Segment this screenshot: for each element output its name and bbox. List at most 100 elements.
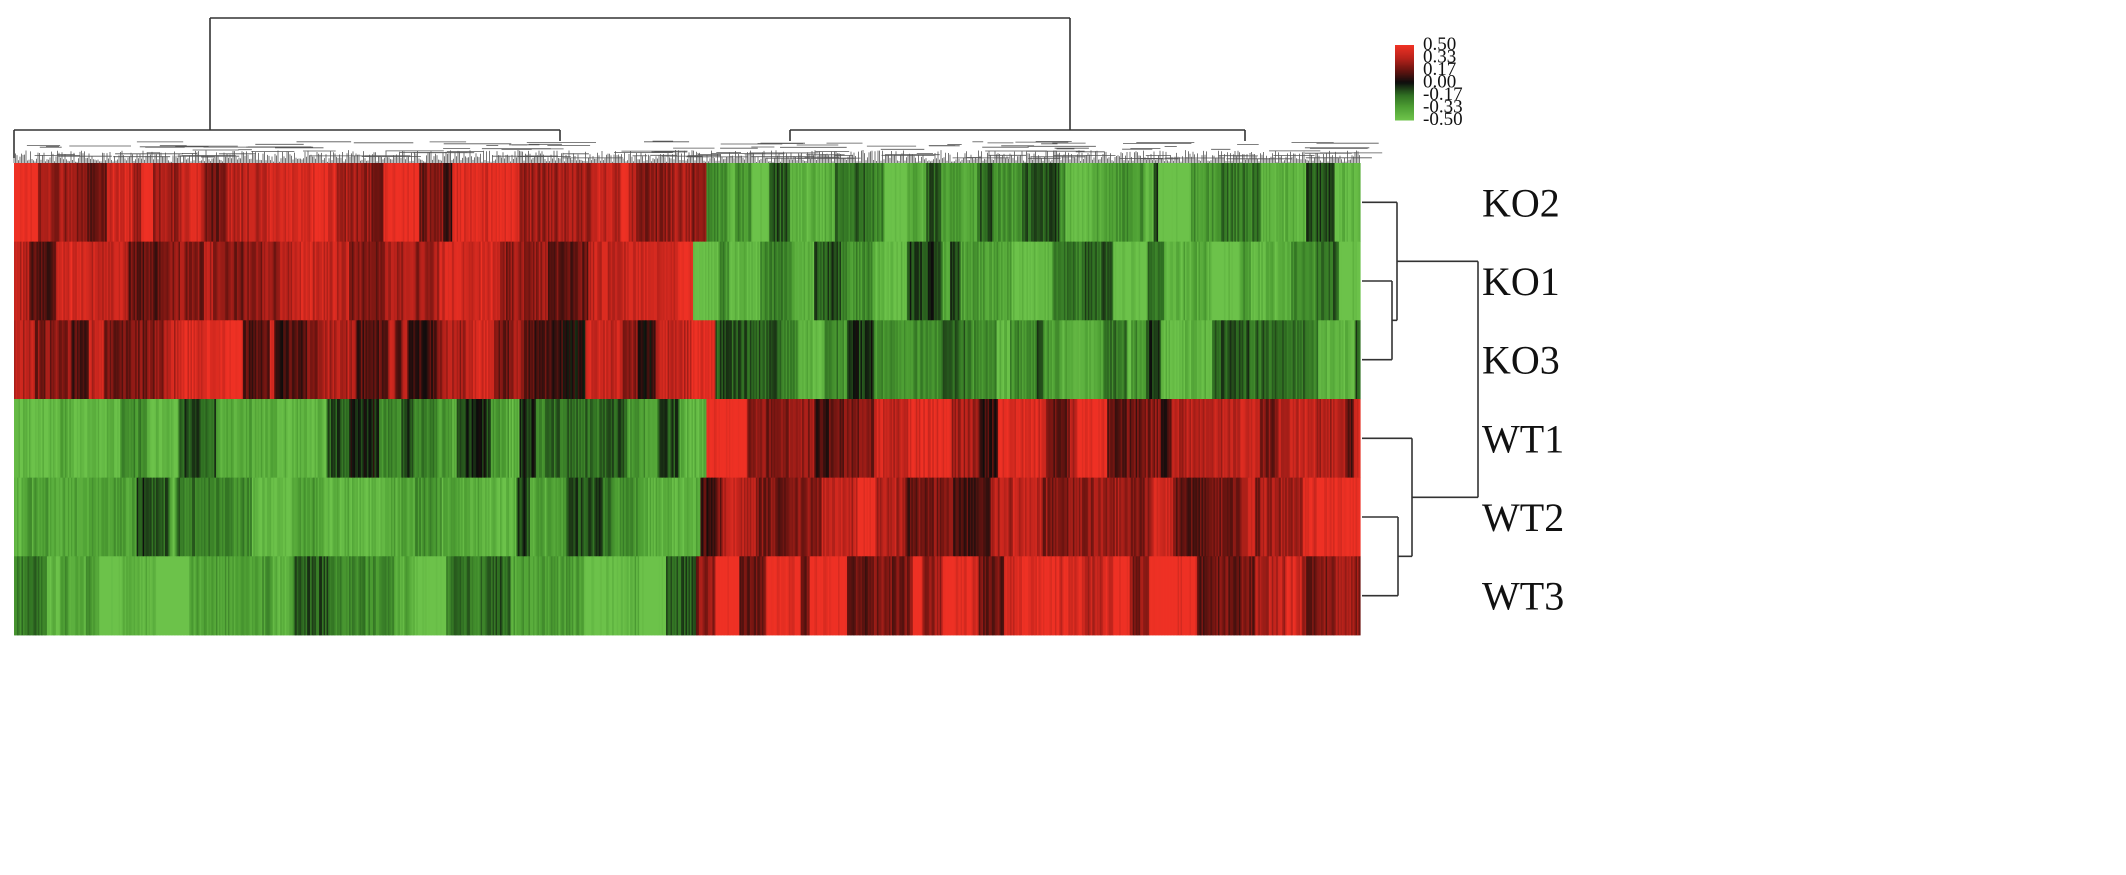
heatmap-cell [292, 477, 295, 557]
heatmap-cell [980, 163, 983, 243]
heatmap-cell [1141, 320, 1144, 400]
heatmap-cell [996, 163, 999, 243]
heatmap-cell [1213, 241, 1216, 321]
heatmap-cell [896, 320, 899, 400]
heatmap-cell [636, 399, 639, 479]
heatmap-cell [996, 241, 999, 321]
heatmap-cell [1274, 320, 1277, 400]
heatmap-cell [1358, 399, 1361, 479]
heatmap-cell [1291, 163, 1294, 243]
heatmap-cell [681, 320, 684, 400]
heatmap-cell [1182, 320, 1185, 400]
heatmap-cell [486, 163, 489, 243]
heatmap-cell [115, 320, 118, 400]
heatmap-cell [114, 320, 117, 400]
heatmap-cell [826, 163, 829, 243]
heatmap-cell [298, 477, 301, 557]
heatmap-cell [428, 241, 431, 321]
heatmap-cell [271, 163, 274, 243]
heatmap-cell [299, 320, 302, 400]
heatmap-cell [461, 163, 464, 243]
heatmap-cell [96, 320, 99, 400]
heatmap-cell [826, 241, 829, 321]
heatmap-cell [280, 399, 283, 479]
heatmap-cell [58, 477, 61, 557]
heatmap-cell [850, 163, 853, 243]
heatmap-cell [118, 399, 121, 479]
heatmap-cell [42, 163, 45, 243]
heatmap-cell [824, 241, 827, 321]
heatmap-cell [634, 399, 637, 479]
heatmap-cell [667, 399, 670, 479]
heatmap-cell [1120, 320, 1123, 400]
heatmap-cell [369, 399, 373, 479]
heatmap-cell [1072, 399, 1075, 479]
heatmap-cell [853, 399, 856, 479]
heatmap-cell [990, 320, 993, 400]
heatmap-cell [767, 320, 770, 400]
heatmap-cell [93, 163, 96, 243]
heatmap-cell [830, 399, 833, 479]
heatmap-cell [642, 241, 645, 321]
heatmap-cell [1202, 399, 1206, 479]
heatmap-cell [1149, 320, 1152, 400]
heatmap-cell [974, 399, 977, 479]
heatmap-cell [1249, 241, 1252, 321]
heatmap-cell [520, 320, 524, 400]
heatmap-cell [927, 320, 930, 400]
heatmap-cell [37, 241, 41, 321]
heatmap-cell [1211, 399, 1215, 479]
heatmap-cell [455, 163, 458, 243]
heatmap-cell [1075, 241, 1078, 321]
heatmap-cell [220, 399, 223, 479]
heatmap-cell [332, 477, 335, 557]
heatmap-cell [1231, 163, 1234, 243]
heatmap-cell [399, 163, 402, 243]
heatmap-cell [957, 241, 960, 321]
heatmap-cell [872, 163, 875, 243]
heatmap-cell [987, 399, 990, 479]
heatmap-cell [923, 241, 926, 321]
heatmap-cell [307, 163, 310, 243]
heatmap-cell [163, 320, 166, 400]
heatmap-cell [1306, 163, 1309, 243]
heatmap-cell [1032, 399, 1035, 479]
heatmap-cell [1261, 163, 1264, 243]
heatmap-cell [489, 241, 492, 321]
heatmap-cell [49, 399, 52, 479]
heatmap-cell [390, 241, 393, 321]
heatmap-cell [866, 399, 869, 479]
heatmap-cell [1307, 320, 1310, 400]
heatmap-cell [1177, 320, 1180, 400]
heatmap-cell [876, 163, 880, 243]
heatmap-cell [166, 241, 169, 321]
heatmap-cell [652, 320, 655, 400]
heatmap-cell [209, 399, 213, 479]
heatmap-cell [1288, 320, 1291, 400]
heatmap-cell [236, 163, 239, 243]
heatmap-cell [371, 399, 374, 479]
heatmap-cell [607, 241, 610, 321]
heatmap-cell [996, 320, 999, 400]
heatmap-cell [1143, 399, 1146, 479]
heatmap-cell [995, 241, 998, 321]
heatmap-cell [78, 163, 81, 243]
heatmap-cell [483, 163, 486, 243]
heatmap-cell [640, 163, 643, 243]
heatmap-cell [40, 477, 44, 557]
heatmap-cell [684, 241, 687, 321]
heatmap-cell [343, 399, 346, 479]
heatmap-cell [1129, 320, 1132, 400]
heatmap-cell [1129, 241, 1132, 321]
heatmap-cell [1348, 241, 1351, 321]
heatmap-cell [308, 477, 311, 557]
heatmap-cell [1300, 241, 1303, 321]
heatmap-cell [341, 399, 344, 479]
heatmap-cell [1011, 163, 1014, 243]
heatmap-cell [1149, 241, 1152, 321]
heatmap-cell [531, 241, 534, 321]
heatmap-cell [130, 477, 133, 557]
heatmap-cell [733, 399, 736, 479]
heatmap-cell [202, 320, 205, 400]
heatmap-cell [70, 320, 73, 400]
